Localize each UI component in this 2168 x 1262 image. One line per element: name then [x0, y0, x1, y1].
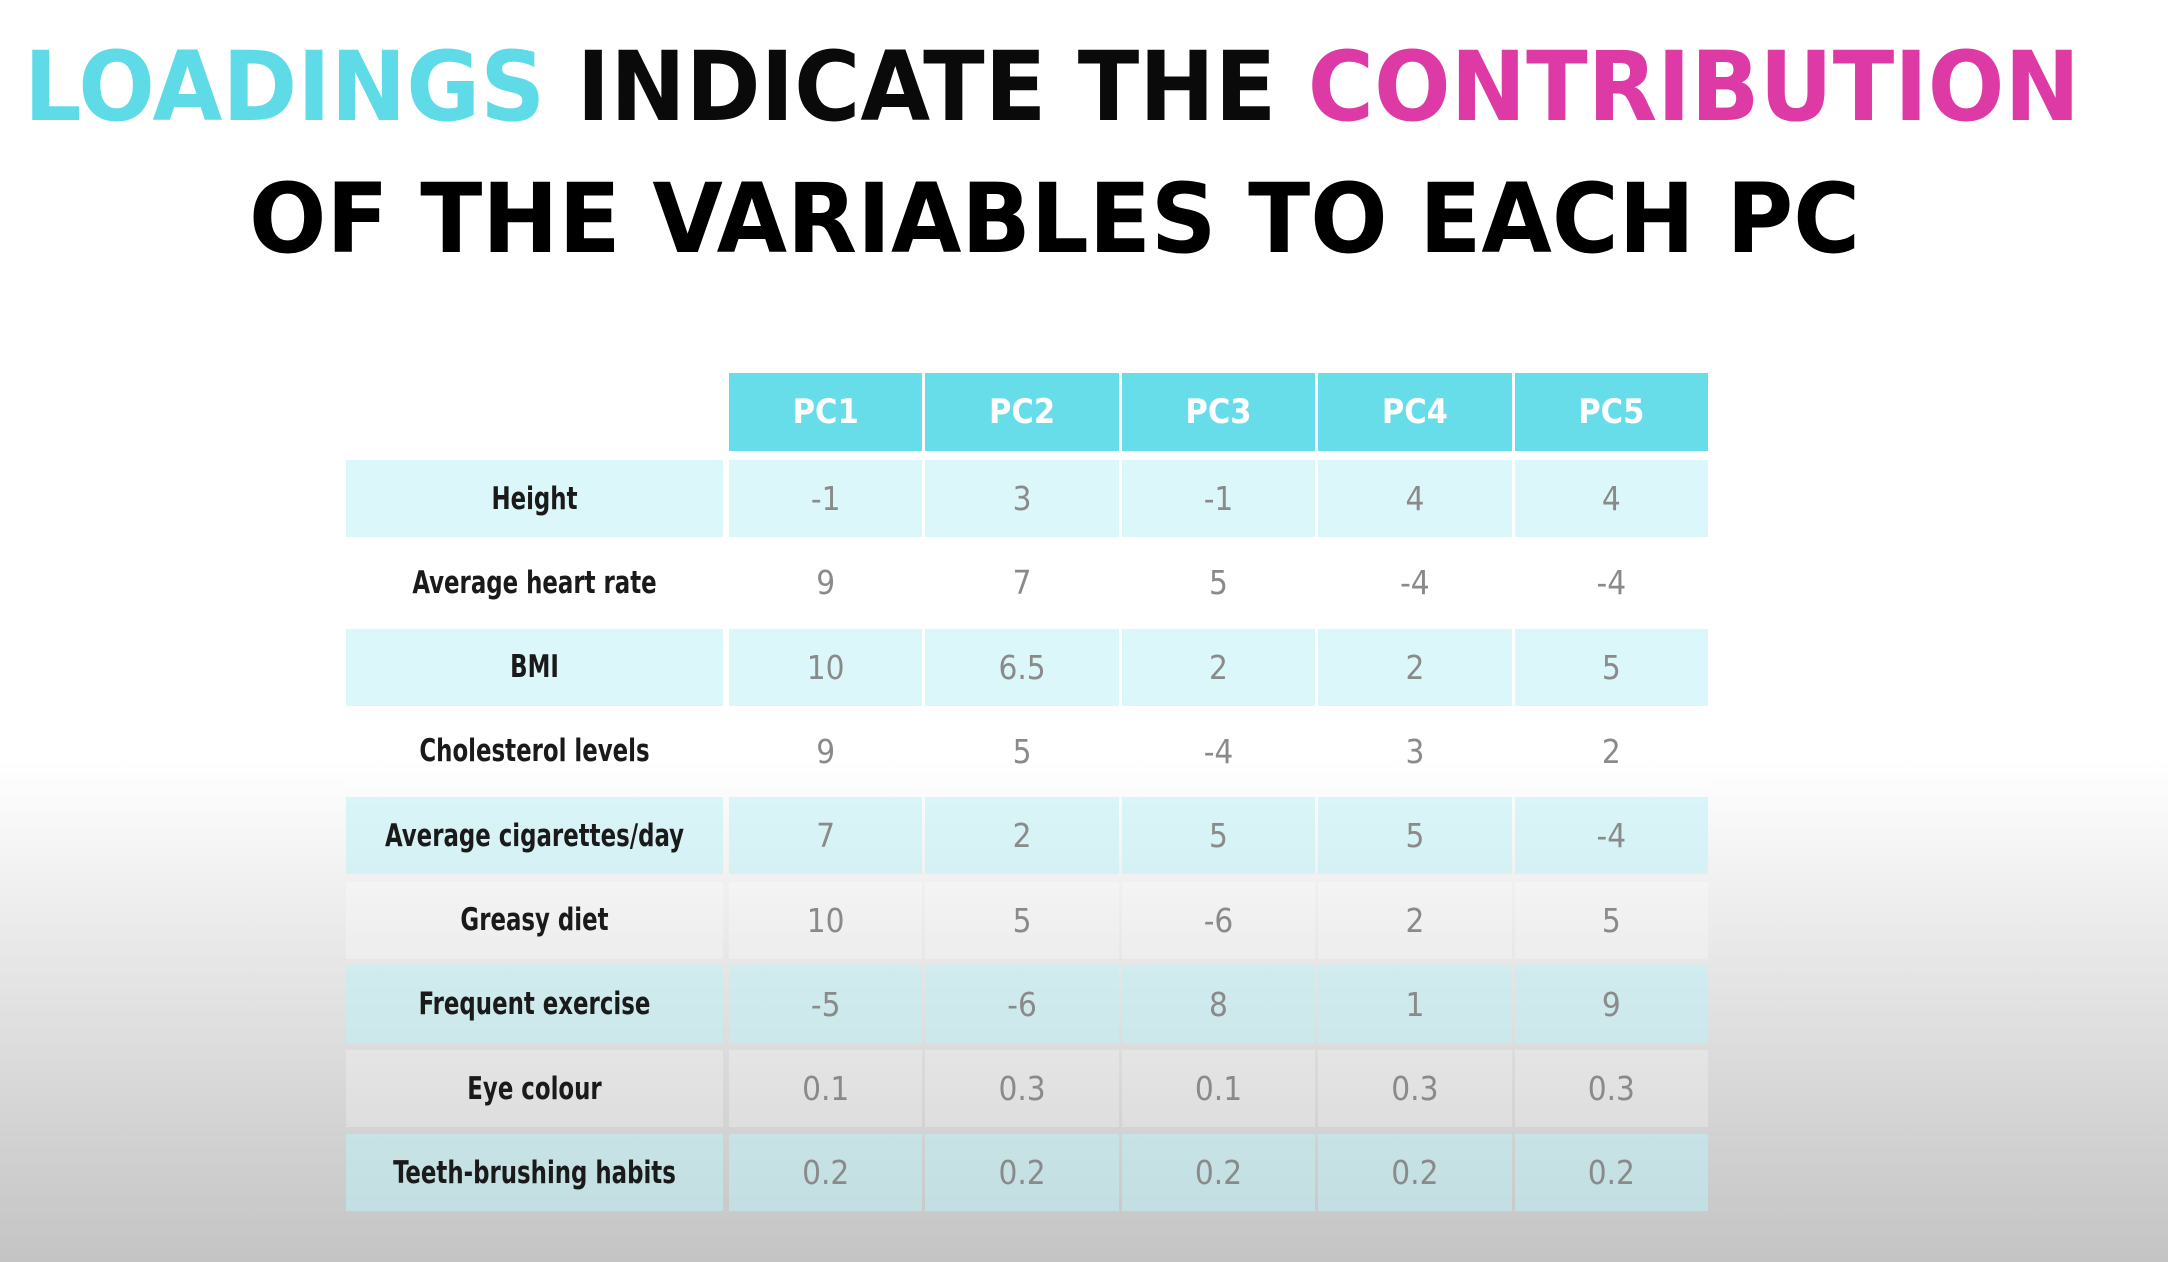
value-cell: 10 — [729, 628, 923, 706]
column-header: PC5 — [1514, 373, 1708, 451]
value-cell: 5 — [1514, 628, 1708, 706]
title-part: INDICATE THE — [545, 31, 1308, 143]
title-line-2: OF THE VARIABLES TO EACH PC — [249, 163, 1860, 275]
value-cell: 9 — [1514, 965, 1708, 1043]
value-cell: 9 — [729, 712, 923, 790]
row-label-cell — [346, 712, 723, 790]
value-cell: -1 — [1121, 460, 1316, 537]
value-cell: -1 — [729, 460, 923, 537]
value-cell: 5 — [925, 881, 1119, 959]
row-label: BMI — [510, 649, 559, 686]
row-label: Average heart rate — [412, 564, 657, 601]
value-cell: 0.1 — [1121, 1050, 1316, 1128]
value-cell: 8 — [1121, 965, 1316, 1043]
row-label: Cholesterol levels — [419, 733, 650, 770]
value-cell: 0.2 — [1514, 1134, 1708, 1212]
value-cell: 3 — [1318, 712, 1512, 790]
row-label-cell — [346, 544, 723, 622]
title: LOADINGS INDICATE THE CONTRIBUTION OF TH… — [24, 31, 2080, 275]
value-cell: -6 — [1121, 881, 1316, 959]
value-cell: 3 — [925, 460, 1119, 537]
column-header: PC2 — [925, 373, 1119, 451]
title-line-1: LOADINGS INDICATE THE CONTRIBUTION — [24, 31, 2080, 143]
column-header: PC1 — [729, 373, 923, 451]
row-label: Greasy diet — [460, 902, 609, 938]
value-cell: -5 — [729, 965, 923, 1043]
value-cell: 5 — [1121, 544, 1316, 622]
value-cell: -4 — [1318, 544, 1512, 622]
column-header: PC4 — [1318, 373, 1512, 451]
value-cell: 10 — [729, 881, 923, 959]
title-part: LOADINGS — [24, 31, 545, 143]
value-cell: 4 — [1318, 460, 1512, 537]
value-cell: 7 — [925, 544, 1119, 622]
row-label-cell — [346, 460, 723, 537]
value-cell: 5 — [1514, 881, 1708, 959]
value-cell: 2 — [925, 797, 1119, 875]
value-cell: -4 — [1121, 712, 1316, 790]
value-cell: 4 — [1514, 460, 1708, 537]
value-cell: 0.3 — [1514, 1050, 1708, 1128]
value-cell: 1 — [1318, 965, 1512, 1043]
value-cell: 2 — [1318, 628, 1512, 706]
row-label-cell — [346, 881, 723, 959]
row-label-cell — [346, 1134, 723, 1212]
value-cell: 0.3 — [925, 1050, 1119, 1128]
value-cell: 7 — [729, 797, 923, 875]
value-cell: 2 — [1514, 712, 1708, 790]
value-cell: -4 — [1514, 544, 1708, 622]
value-cell: -6 — [925, 965, 1119, 1043]
row-label: Eye colour — [467, 1070, 602, 1107]
value-cell: 0.3 — [1318, 1050, 1512, 1128]
title-part: CONTRIBUTION — [1308, 31, 2080, 143]
value-cell: 6.5 — [925, 628, 1119, 706]
value-cell: 5 — [1121, 797, 1316, 875]
value-cell: 0.2 — [925, 1134, 1119, 1212]
row-label: Height — [491, 480, 578, 517]
value-cell: 0.2 — [729, 1134, 923, 1212]
value-cell: -4 — [1514, 797, 1708, 875]
value-cell: 2 — [1318, 881, 1512, 959]
row-label-cell — [346, 628, 723, 706]
row-label-cell — [346, 965, 723, 1043]
column-header: PC3 — [1121, 373, 1316, 451]
value-cell: 0.1 — [729, 1050, 923, 1128]
row-label: Teeth-brushing habits — [393, 1154, 676, 1191]
row-label: Average cigarettes/day — [384, 817, 685, 854]
value-cell: 5 — [925, 712, 1119, 790]
value-cell: 5 — [1318, 797, 1512, 875]
value-cell: 2 — [1121, 628, 1316, 706]
value-cell: 0.2 — [1121, 1134, 1316, 1212]
value-cell: 0.2 — [1318, 1134, 1512, 1212]
value-cell: 9 — [729, 544, 923, 622]
row-label-cell — [346, 797, 723, 875]
row-label-cell — [346, 1050, 723, 1128]
row-label: Frequent exercise — [418, 986, 651, 1023]
